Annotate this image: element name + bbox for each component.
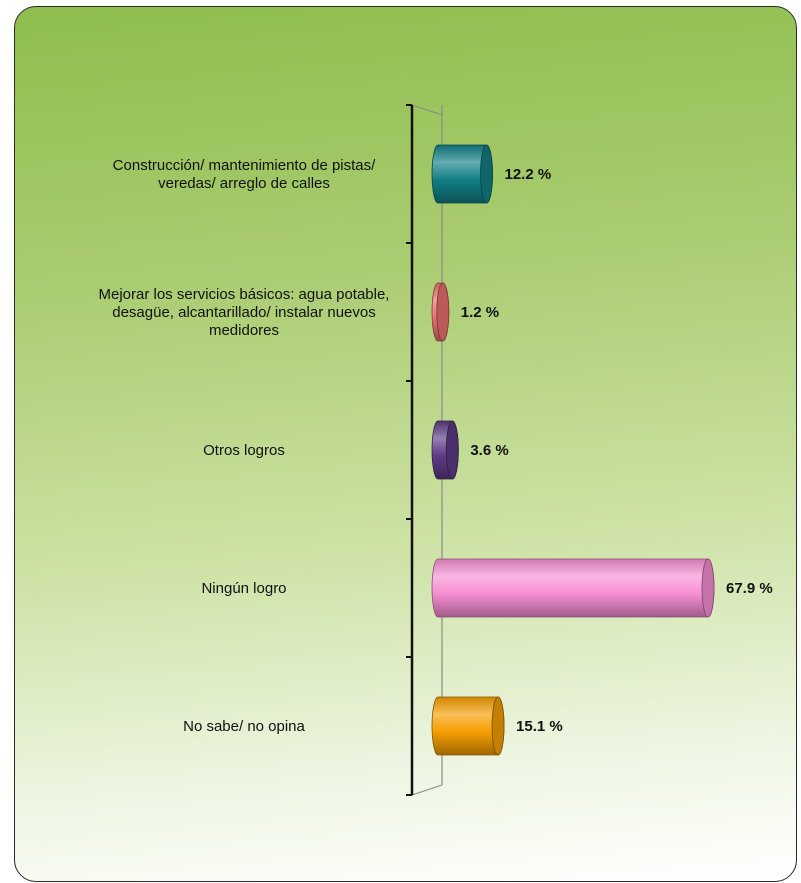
bar-cap	[436, 282, 450, 342]
top-edge-line	[411, 104, 443, 116]
category-label-line: Construcción/ mantenimiento de pistas/	[113, 157, 376, 174]
value-label: 3.6 %	[470, 442, 508, 459]
bar-chart: 12.2 % Construcción/ mantenimiento de pis…	[99, 104, 773, 796]
category-label-line: Ningún logro	[201, 580, 286, 597]
category-label-line: Mejorar los servicios básicos: agua pota…	[99, 286, 390, 303]
value-label: 12.2 %	[505, 166, 552, 183]
bar-body	[431, 558, 715, 618]
bar	[431, 696, 505, 756]
bar-cap	[701, 558, 715, 618]
chart-frame: 12.2 % Construcción/ mantenimiento de pis…	[14, 6, 797, 882]
category-label-line: No sabe/ no opina	[183, 718, 305, 735]
floor-edge-line	[411, 784, 443, 796]
value-label: 67.9 %	[726, 580, 773, 597]
labels: 12.2 % Construcción/ mantenimiento de pis…	[99, 157, 773, 735]
bar-cap	[491, 696, 505, 756]
category-label-line: Otros logros	[203, 442, 285, 459]
bar	[431, 282, 450, 342]
bar-cap	[480, 144, 493, 204]
category-label: Ningún logro	[201, 580, 286, 597]
category-label: Otros logros	[203, 442, 285, 459]
value-label: 15.1 %	[516, 718, 563, 735]
bar	[431, 420, 459, 480]
value-label: 1.2 %	[461, 304, 499, 321]
bars	[431, 144, 715, 756]
bar	[431, 144, 493, 204]
category-label-line: medidores	[209, 322, 279, 339]
category-label: Mejorar los servicios básicos: agua pota…	[99, 286, 390, 339]
category-label: No sabe/ no opina	[183, 718, 305, 735]
category-label-line: desagüe, alcantarillado/ instalar nuevos	[112, 304, 376, 321]
bar	[431, 558, 715, 618]
category-label: Construcción/ mantenimiento de pistas/ve…	[113, 157, 376, 192]
bar-cap	[445, 420, 459, 480]
category-label-line: veredas/ arreglo de calles	[158, 175, 330, 192]
